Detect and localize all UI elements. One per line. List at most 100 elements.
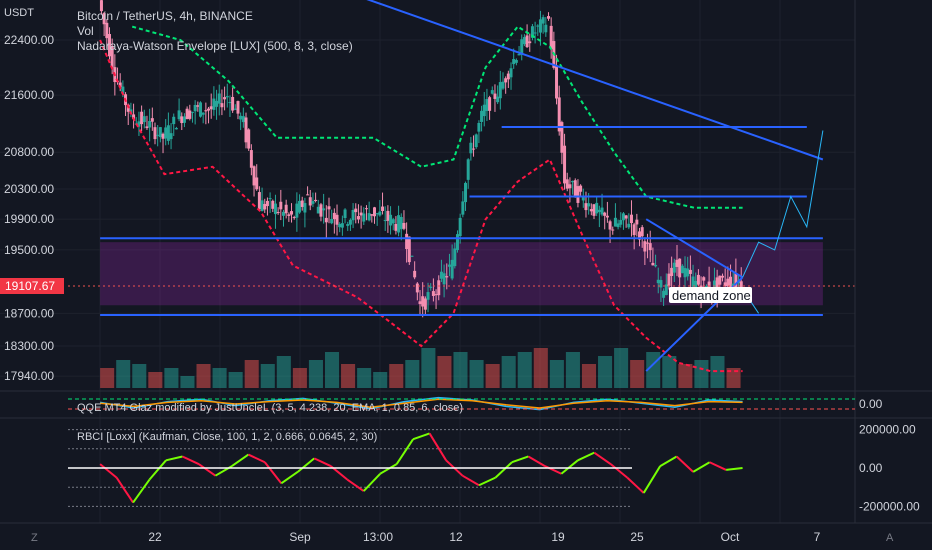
candle-body <box>236 101 240 114</box>
qqe-title[interactable]: QQE MT4 Glaz modified by JustUncleL (3, … <box>77 402 463 414</box>
candle-body <box>608 221 612 230</box>
candle-body <box>295 203 299 218</box>
candle-body <box>137 121 141 127</box>
candle-body <box>595 202 599 214</box>
rbci-segment <box>362 473 381 492</box>
volume-bar <box>341 364 356 388</box>
candle-body <box>688 269 692 274</box>
candle-body <box>549 25 553 50</box>
vol-legend[interactable]: Vol <box>77 24 94 38</box>
candle-body <box>268 198 272 200</box>
candle-body <box>196 105 200 107</box>
rbci-segment <box>99 463 118 479</box>
candle-body <box>169 133 173 140</box>
candle-body <box>263 203 267 210</box>
candle-body <box>528 41 532 44</box>
volume-bar <box>405 360 420 388</box>
candle-body <box>646 242 650 244</box>
time-tick-label: 25 <box>630 530 644 544</box>
candle-body <box>605 215 609 218</box>
candle-body <box>584 203 588 211</box>
candle-body <box>180 116 184 124</box>
nadaraya-watson-envelope <box>99 25 743 373</box>
candle-body <box>501 81 505 89</box>
rbci-segment <box>379 463 398 475</box>
rbci-tick-label: 200000.00 <box>859 423 916 437</box>
candle-body <box>209 106 213 110</box>
candle-body <box>364 208 368 210</box>
volume-bar <box>598 356 613 388</box>
candle-body <box>172 116 176 125</box>
rbci-segment <box>182 455 200 466</box>
candle-body <box>431 291 435 296</box>
price-axis[interactable]: 22400.00 21600.00 20800.00 20300.00 19900.00… <box>4 33 54 383</box>
rbci-segment <box>692 461 711 473</box>
price-tick-label: 19900.00 <box>4 212 54 226</box>
time-axis[interactable]: 22 Sep 13:00 12 19 25 Oct 7 <box>148 530 820 544</box>
volume-bar <box>710 356 725 388</box>
drawing-layer[interactable] <box>100 0 824 372</box>
candle-body <box>504 78 508 83</box>
candle-body <box>715 277 719 294</box>
time-tick-label: 12 <box>449 530 463 544</box>
candle-body <box>597 209 601 213</box>
candle-body <box>415 283 419 293</box>
candle-body <box>533 32 537 34</box>
candle-body <box>421 296 425 307</box>
volume-histogram <box>100 348 741 388</box>
candle-body <box>726 278 730 287</box>
volume-bar <box>630 360 645 388</box>
volume-bar <box>212 368 227 388</box>
candle-body <box>667 273 671 287</box>
candle-body <box>121 86 125 94</box>
zoom-left-button[interactable]: Z <box>31 532 38 544</box>
candle-body <box>423 298 427 310</box>
candle-body <box>330 218 334 224</box>
candle-body <box>675 259 679 267</box>
volume-bar <box>132 364 147 388</box>
rbci-segment <box>659 455 678 467</box>
candle-body <box>659 280 663 288</box>
rbci-segment <box>115 477 134 504</box>
candle-body <box>158 127 162 138</box>
candle-body <box>273 203 277 215</box>
candle-body <box>536 25 540 27</box>
candle-body <box>410 255 414 257</box>
candle-body <box>287 214 291 216</box>
candle-body <box>437 280 441 296</box>
qqe-indicator <box>68 396 855 411</box>
rbci-title[interactable]: RBCI [Loxx] (Kaufman, Close, 100, 1, 2, … <box>77 431 377 443</box>
candle-body <box>664 284 668 295</box>
candle-body <box>439 271 443 279</box>
candle-body <box>247 129 251 149</box>
current-price-tag <box>0 278 64 294</box>
volume-bar <box>324 352 340 388</box>
candle-body <box>592 204 596 216</box>
symbol-title[interactable]: Bitcoin / TetherUS, 4h, BINANCE <box>77 9 253 23</box>
candle-body <box>555 65 559 99</box>
candle-body <box>373 207 377 217</box>
candle-body <box>220 103 224 108</box>
time-tick-label: Oct <box>721 530 740 544</box>
time-tick-label: Sep <box>289 530 311 544</box>
candle-body <box>322 208 326 211</box>
candle-body <box>223 97 227 100</box>
candle-body <box>207 108 211 111</box>
volume-bar <box>533 348 548 388</box>
candle-body <box>546 16 550 19</box>
rbci-segment <box>725 467 743 471</box>
nwe-legend[interactable]: Nadaraya-Watson Envelope [LUX] (500, 8, … <box>77 39 353 53</box>
volume-bar <box>517 352 532 388</box>
rbci-segment <box>560 459 579 475</box>
volume-bar <box>662 356 677 388</box>
candle-body <box>255 177 259 190</box>
candle-body <box>488 97 492 111</box>
candle-body <box>517 54 521 56</box>
rbci-indicator <box>68 429 743 507</box>
auto-scale-button[interactable]: A <box>886 532 894 544</box>
rbci-segment <box>132 478 151 504</box>
candle-body <box>319 204 323 217</box>
demand-zone-label-box[interactable] <box>669 287 752 303</box>
candle-body <box>370 214 374 216</box>
